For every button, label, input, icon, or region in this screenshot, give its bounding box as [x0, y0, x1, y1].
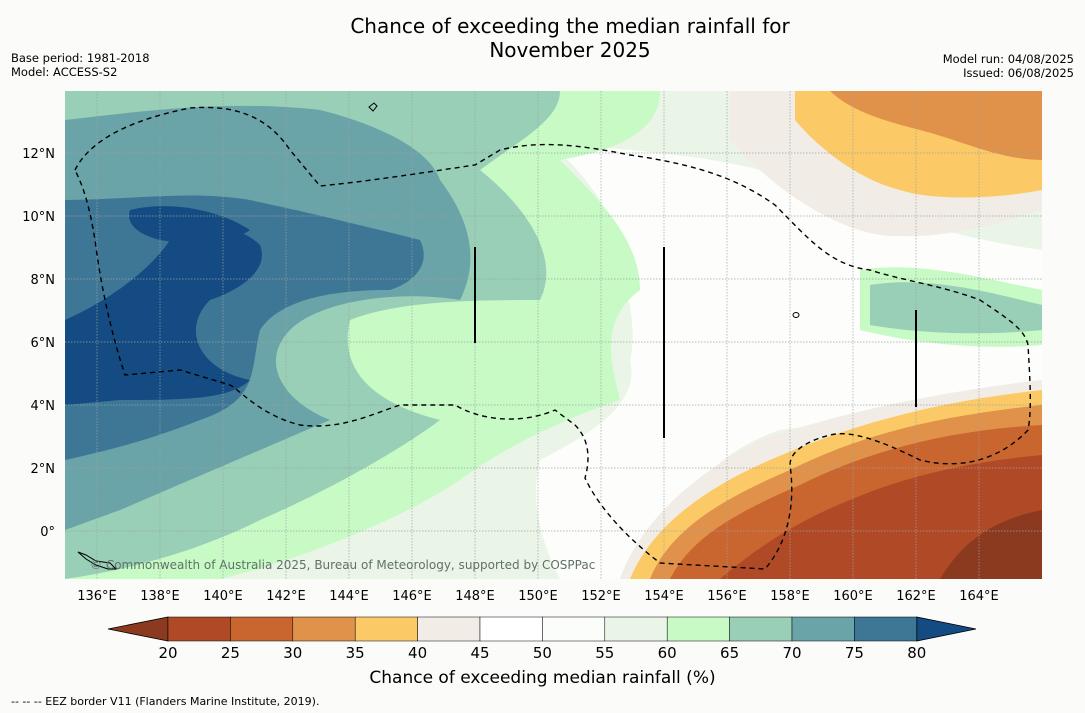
- map-title: Chance of exceeding the median rainfall …: [0, 14, 1085, 62]
- eez-footer-note: -- -- -- EEZ border V11 (Flanders Marine…: [11, 695, 320, 708]
- map-panel: [65, 91, 1042, 579]
- lon-label: 150°E: [518, 589, 558, 604]
- lat-label: 0°: [40, 525, 55, 540]
- lon-label: 162°E: [896, 589, 936, 604]
- region-45-55: [536, 140, 1042, 579]
- lon-label: 136°E: [77, 589, 117, 604]
- colorbar-tick-label: 30: [283, 644, 302, 662]
- colorbar: 20 25 30 35 40 45 50 55 60 65 70 75 80: [107, 616, 977, 662]
- latitude-labels: 12°N 10°N 8°N 6°N 4°N 2°N 0°: [22, 147, 55, 540]
- island-east: [792, 312, 800, 318]
- region-above-80: [65, 227, 262, 405]
- colorbar-tick-label: 60: [658, 644, 677, 662]
- copyright-credit: © Commonwealth of Australia 2025, Bureau…: [90, 558, 596, 572]
- meta-right: Model run: 04/08/2025 Issued: 06/08/2025: [943, 52, 1074, 80]
- colorbar-swatch: [230, 616, 294, 642]
- colorbar-tick-label: 20: [158, 644, 177, 662]
- colorbar-extend-high: [916, 616, 977, 642]
- lat-label: 10°N: [22, 210, 55, 225]
- region-below-20-south: [940, 510, 1042, 579]
- eez-border: [74, 106, 1032, 570]
- island-north: [368, 102, 378, 112]
- region-65-70-east: [870, 282, 1042, 334]
- lat-label: 8°N: [31, 273, 56, 288]
- colorbar-swatch: [167, 616, 231, 642]
- lon-label: 158°E: [770, 589, 810, 604]
- lon-label: 154°E: [644, 589, 684, 604]
- colorbar-extend-low: [107, 616, 169, 642]
- region-above-80-west: [129, 206, 250, 243]
- colorbar-swatch: [479, 616, 543, 642]
- lon-label: 164°E: [959, 589, 999, 604]
- issued-date: Issued: 06/08/2025: [963, 66, 1074, 80]
- lat-label: 2°N: [31, 462, 56, 477]
- lon-label: 138°E: [140, 589, 180, 604]
- lat-label: 12°N: [22, 147, 55, 162]
- colorbar-title: Chance of exceeding median rainfall (%): [369, 668, 716, 688]
- colorbar-tick-label: 65: [720, 644, 739, 662]
- colorbar-tick-label: 45: [470, 644, 489, 662]
- lon-label: 152°E: [581, 589, 621, 604]
- colorbar-tick-label: 35: [346, 644, 365, 662]
- meta-left: Base period: 1981-2018 Model: ACCESS-S2: [11, 51, 150, 79]
- lon-label: 148°E: [455, 589, 495, 604]
- colorbar-swatch: [354, 616, 418, 642]
- model-name: Model: ACCESS-S2: [11, 65, 118, 79]
- colorbar-swatch: [791, 616, 855, 642]
- region-30-35-north: [830, 91, 1042, 160]
- lat-label: 4°N: [31, 399, 56, 414]
- colorbar-tick-label: 50: [533, 644, 552, 662]
- colorbar-swatch: [292, 616, 356, 642]
- colorbar-swatch: [417, 616, 481, 642]
- island-solomons: [77, 551, 118, 570]
- lon-label: 144°E: [329, 589, 369, 604]
- lon-label: 140°E: [203, 589, 243, 604]
- colorbar-tick-label: 70: [782, 644, 801, 662]
- colorbar-tick-label: 25: [221, 644, 240, 662]
- longitude-labels: 136°E 138°E 140°E 142°E 144°E 146°E 148°E 150°E…: [77, 589, 999, 604]
- lon-label: 160°E: [833, 589, 873, 604]
- lon-label: 146°E: [392, 589, 432, 604]
- graticule: [65, 91, 1042, 579]
- model-run: Model run: 04/08/2025: [942, 52, 1074, 66]
- base-period: Base period: 1981-2018: [11, 51, 150, 65]
- colorbar-swatch: [542, 616, 606, 642]
- colorbar-tick-label: 75: [845, 644, 864, 662]
- region-20-25-south: [720, 455, 1042, 579]
- colorbar-swatch: [729, 616, 793, 642]
- colorbar-swatch: [854, 616, 918, 642]
- lat-label: 6°N: [31, 336, 56, 351]
- colorbar-swatch: [666, 616, 730, 642]
- title-line-2: November 2025: [489, 38, 651, 62]
- colorbar-swatch: [604, 616, 668, 642]
- lon-label: 156°E: [707, 589, 747, 604]
- title-line-1: Chance of exceeding the median rainfall …: [350, 14, 790, 38]
- colorbar-tick-label: 40: [408, 644, 427, 662]
- lon-label: 142°E: [266, 589, 306, 604]
- colorbar-tick-label: 55: [595, 644, 614, 662]
- colorbar-tick-label: 80: [907, 644, 926, 662]
